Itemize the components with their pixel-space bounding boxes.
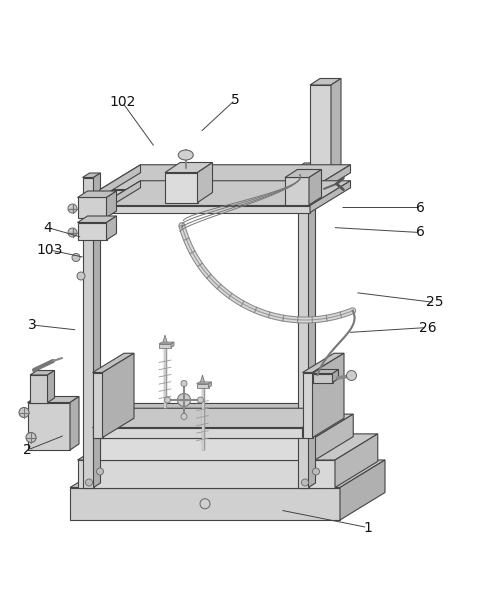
Polygon shape — [106, 191, 117, 218]
Circle shape — [164, 397, 170, 403]
Circle shape — [72, 253, 80, 261]
Polygon shape — [310, 165, 350, 198]
Polygon shape — [310, 181, 350, 212]
Polygon shape — [165, 173, 198, 202]
Polygon shape — [309, 170, 322, 205]
Polygon shape — [78, 223, 106, 240]
Polygon shape — [100, 189, 310, 198]
Polygon shape — [335, 434, 378, 487]
Circle shape — [346, 371, 356, 380]
Polygon shape — [48, 371, 54, 402]
Polygon shape — [100, 205, 310, 212]
Polygon shape — [94, 173, 100, 487]
Polygon shape — [124, 409, 334, 418]
Polygon shape — [159, 342, 174, 344]
Polygon shape — [196, 382, 212, 384]
Polygon shape — [100, 181, 140, 212]
Text: 103: 103 — [37, 243, 63, 257]
Polygon shape — [310, 85, 331, 198]
Polygon shape — [165, 162, 212, 173]
Circle shape — [312, 468, 320, 475]
Text: 6: 6 — [416, 226, 424, 240]
Polygon shape — [310, 79, 341, 85]
Polygon shape — [340, 460, 385, 520]
Polygon shape — [82, 177, 94, 487]
Polygon shape — [162, 335, 168, 347]
Polygon shape — [70, 487, 340, 520]
Polygon shape — [171, 342, 174, 347]
Polygon shape — [70, 460, 385, 487]
Polygon shape — [106, 216, 117, 240]
Polygon shape — [315, 414, 353, 460]
Circle shape — [19, 408, 29, 418]
Polygon shape — [100, 165, 350, 189]
Polygon shape — [100, 181, 350, 205]
Polygon shape — [78, 216, 116, 223]
Polygon shape — [298, 168, 308, 487]
Polygon shape — [30, 375, 48, 402]
Circle shape — [181, 414, 187, 419]
Polygon shape — [70, 396, 79, 450]
Polygon shape — [82, 173, 100, 177]
Polygon shape — [159, 344, 171, 347]
Circle shape — [178, 393, 190, 406]
Polygon shape — [124, 403, 344, 409]
Polygon shape — [100, 165, 140, 198]
Polygon shape — [285, 170, 322, 177]
Polygon shape — [198, 162, 212, 202]
Polygon shape — [92, 427, 302, 437]
Polygon shape — [199, 375, 206, 387]
Polygon shape — [208, 382, 212, 387]
Ellipse shape — [178, 150, 194, 160]
Circle shape — [86, 479, 92, 486]
Polygon shape — [92, 372, 102, 437]
Polygon shape — [298, 163, 316, 168]
Polygon shape — [92, 408, 334, 427]
Polygon shape — [28, 402, 70, 450]
Circle shape — [26, 433, 36, 443]
Polygon shape — [308, 163, 316, 487]
Circle shape — [77, 272, 85, 280]
Polygon shape — [302, 408, 334, 437]
Text: 1: 1 — [363, 521, 372, 534]
Polygon shape — [90, 414, 353, 437]
Polygon shape — [90, 437, 315, 460]
Polygon shape — [334, 403, 344, 418]
Polygon shape — [102, 353, 134, 437]
Circle shape — [181, 380, 187, 387]
Text: 5: 5 — [230, 93, 239, 107]
Circle shape — [198, 397, 203, 403]
Polygon shape — [302, 372, 312, 437]
Circle shape — [68, 228, 77, 237]
Polygon shape — [78, 191, 116, 198]
Polygon shape — [285, 177, 309, 205]
Polygon shape — [78, 434, 378, 460]
Text: 4: 4 — [43, 221, 52, 234]
Polygon shape — [331, 79, 341, 198]
Circle shape — [68, 204, 77, 213]
Circle shape — [302, 479, 308, 486]
Text: 102: 102 — [110, 96, 136, 109]
Polygon shape — [78, 460, 335, 487]
Text: 6: 6 — [416, 201, 424, 215]
Text: 26: 26 — [418, 321, 436, 334]
Polygon shape — [312, 374, 332, 383]
Text: 25: 25 — [426, 296, 444, 309]
Polygon shape — [92, 353, 134, 372]
Polygon shape — [302, 353, 344, 372]
Polygon shape — [332, 369, 338, 383]
Circle shape — [96, 468, 103, 475]
Polygon shape — [312, 353, 344, 437]
Text: 3: 3 — [28, 318, 37, 332]
Polygon shape — [30, 371, 54, 375]
Polygon shape — [78, 198, 106, 218]
Polygon shape — [196, 384, 208, 387]
Polygon shape — [312, 369, 338, 374]
Polygon shape — [28, 396, 79, 402]
Text: 2: 2 — [23, 443, 32, 457]
